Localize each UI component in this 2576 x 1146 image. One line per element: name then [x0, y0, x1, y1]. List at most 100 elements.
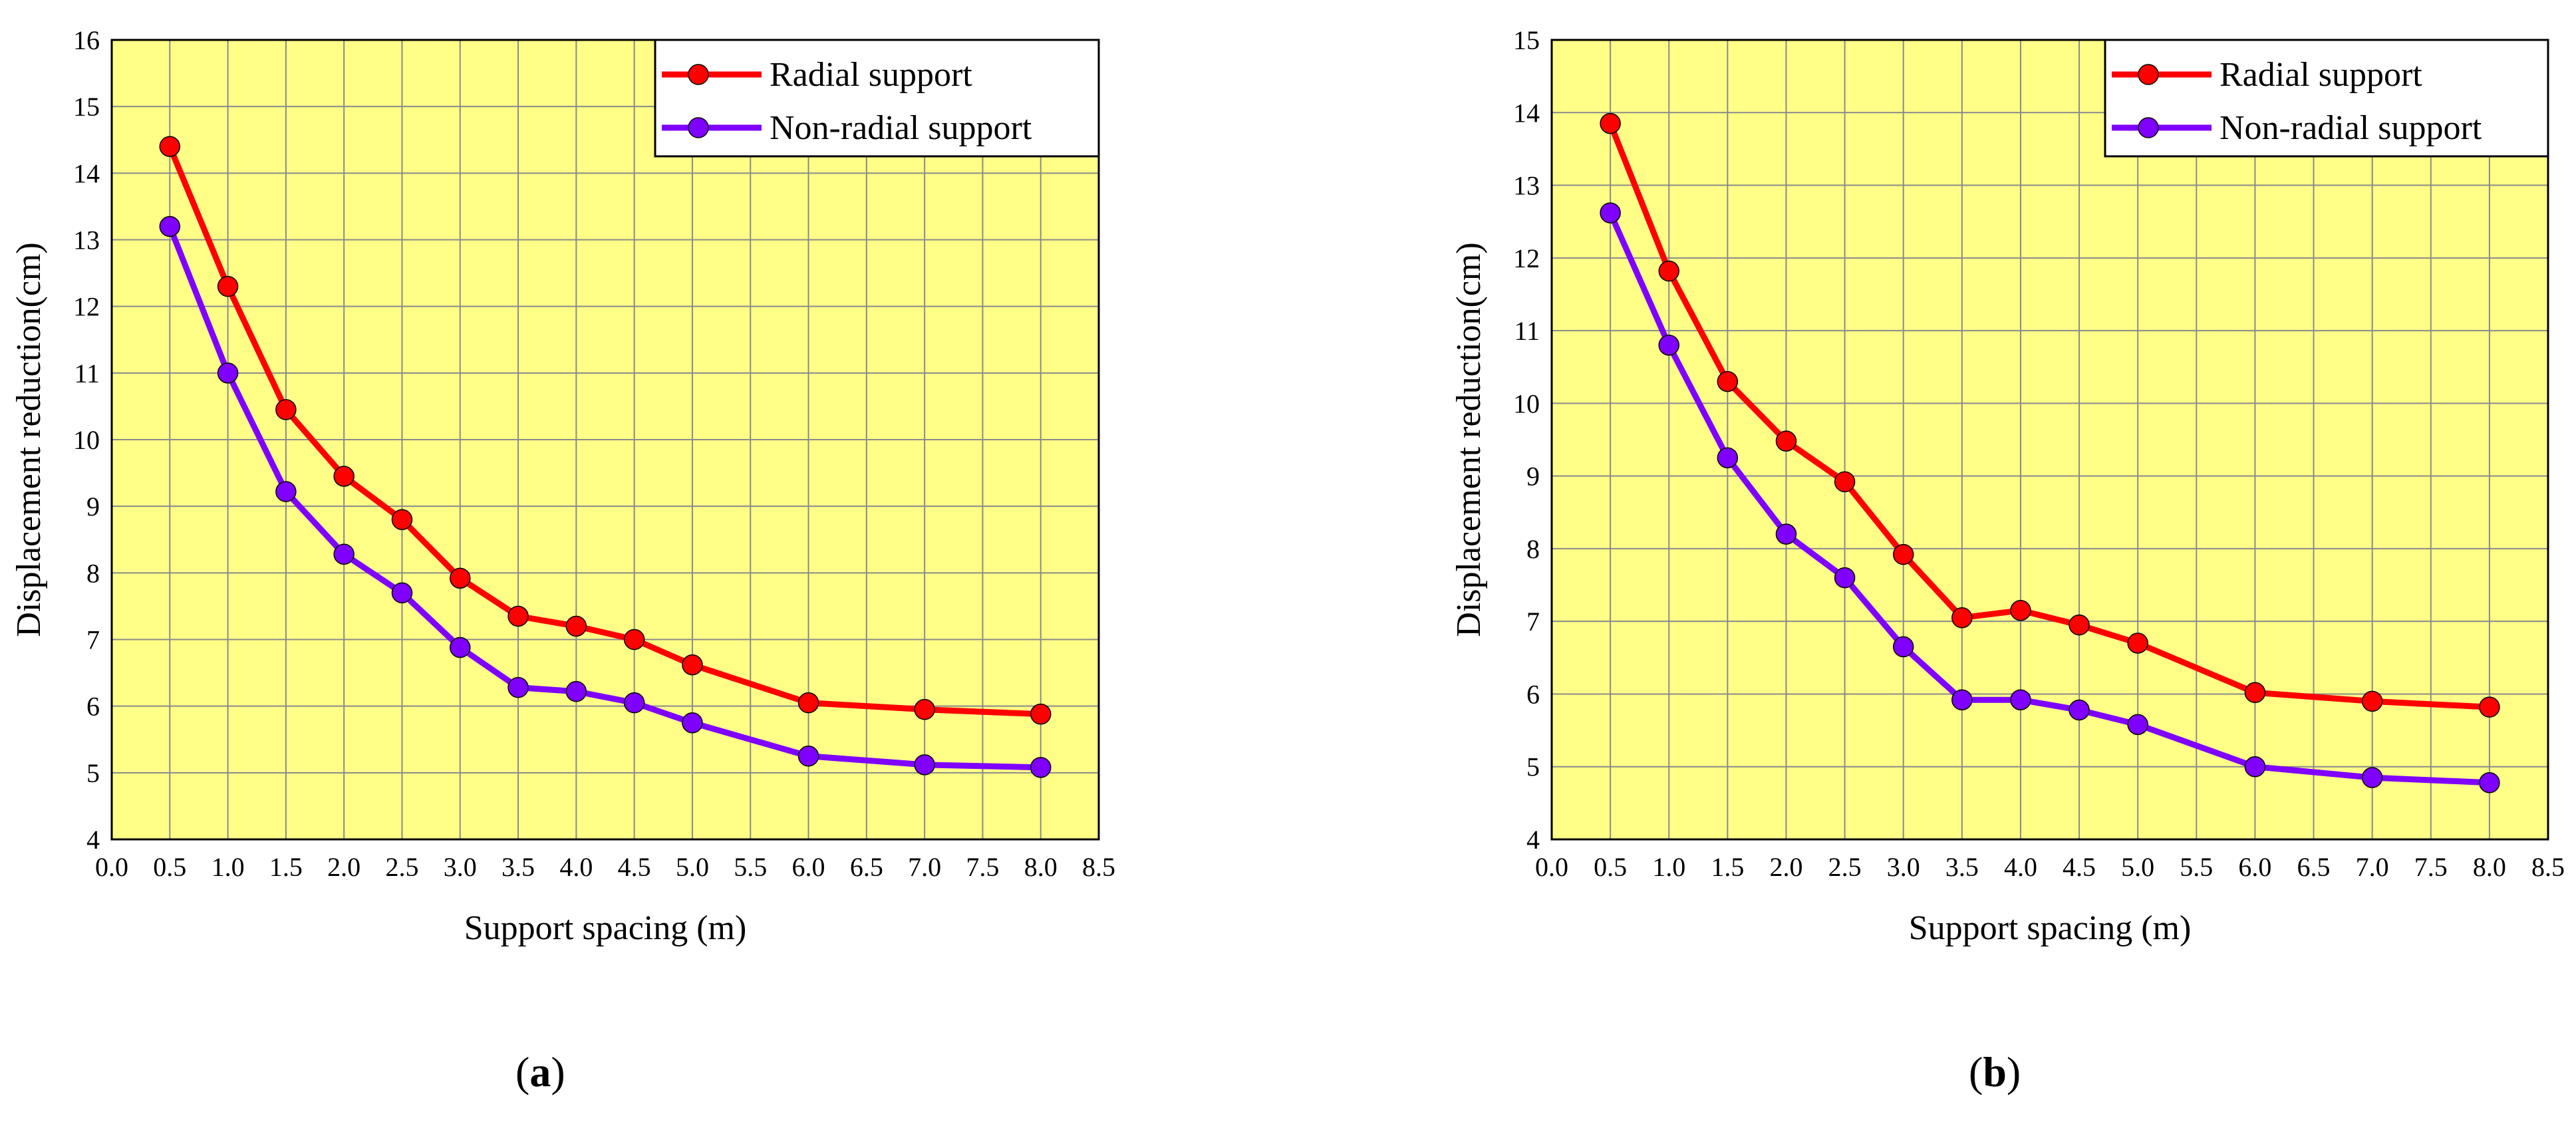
- y-tick-label: 14: [1513, 98, 1540, 128]
- y-axis-label: Displacement reduction(cm): [1450, 242, 1488, 637]
- data-point: [797, 692, 819, 714]
- y-tick-label: 6: [1526, 679, 1540, 709]
- x-tick-label: 1.5: [269, 852, 303, 882]
- data-point: [2479, 696, 2500, 718]
- x-tick-label: 7.0: [908, 852, 941, 882]
- x-tick-label: 3.5: [501, 852, 535, 882]
- x-tick-label: 4.5: [2063, 852, 2096, 882]
- x-tick-label: 3.5: [1945, 852, 1979, 882]
- y-tick-label: 7: [1526, 607, 1540, 637]
- y-tick-label: 7: [86, 625, 100, 655]
- data-point: [450, 567, 471, 589]
- plot-border: [1550, 39, 2549, 841]
- x-tick-label: 8.0: [1024, 852, 1058, 882]
- x-tick-label: 1.5: [1711, 852, 1744, 882]
- y-tick-label: 11: [1514, 316, 1540, 346]
- x-tick-label: 1.0: [212, 852, 245, 882]
- data-point: [682, 654, 703, 676]
- legend-label: Radial support: [770, 56, 972, 94]
- legend-box: [654, 39, 1100, 158]
- legend-marker: [688, 64, 709, 85]
- data-point: [1658, 335, 1679, 356]
- data-point: [391, 582, 413, 604]
- data-point: [2010, 600, 2031, 621]
- y-tick-label: 15: [73, 92, 100, 122]
- data-point: [450, 637, 471, 658]
- data-point: [1951, 607, 1973, 629]
- data-point: [1030, 703, 1052, 725]
- data-point: [217, 362, 239, 384]
- x-tick-label: 1.0: [1652, 852, 1685, 882]
- data-point: [2127, 633, 2148, 654]
- data-point: [2244, 756, 2266, 778]
- data-point: [1600, 112, 1621, 134]
- data-point: [2069, 699, 2090, 721]
- x-tick-label: 7.5: [2414, 852, 2448, 882]
- x-tick-label: 0.0: [95, 852, 128, 882]
- y-tick-label: 15: [1513, 25, 1540, 55]
- y-tick-label: 5: [86, 758, 100, 788]
- panel-label-b-text: b: [1983, 1048, 2007, 1095]
- x-tick-label: 7.5: [966, 852, 999, 882]
- x-tick-label: 8.5: [1082, 852, 1115, 882]
- chart-a: 0.0 0.5 1.0 1.5 2.0 2.5 3.0 3.5 4.0 4.5 5.0 5.5 6.0 6…: [10, 25, 1115, 947]
- data-point: [2479, 772, 2500, 793]
- data-point: [507, 605, 529, 627]
- data-point: [914, 698, 935, 720]
- data-point: [1717, 370, 1739, 392]
- y-tick-label: 5: [1526, 752, 1540, 782]
- data-point: [2244, 682, 2266, 704]
- x-tick-label: 4.0: [559, 852, 593, 882]
- data-point: [159, 136, 181, 158]
- legend-marker: [2138, 64, 2159, 85]
- y-tick-label: 13: [73, 225, 100, 255]
- x-tick-label: 0.5: [1594, 852, 1627, 882]
- y-tick-label: 12: [73, 292, 100, 322]
- data-point: [565, 615, 587, 637]
- data-point: [797, 746, 819, 767]
- legend-label: Radial support: [2219, 56, 2422, 94]
- y-tick-label: 8: [1526, 534, 1540, 564]
- data-point: [1030, 757, 1052, 778]
- data-point: [1834, 471, 1856, 493]
- data-point: [391, 509, 413, 530]
- x-tick-label: 3.0: [444, 852, 477, 882]
- legend-box: [2104, 39, 2549, 158]
- y-tick-label: 8: [86, 558, 100, 588]
- x-tick-label: 6.0: [792, 852, 825, 882]
- x-tick-label: 6.0: [2238, 852, 2271, 882]
- plot-area: [1550, 39, 2549, 841]
- x-tick-label: 7.0: [2356, 852, 2389, 882]
- x-tick-label: 5.0: [2121, 852, 2154, 882]
- data-point: [1775, 523, 1797, 545]
- data-point: [2361, 767, 2383, 788]
- data-point: [914, 754, 935, 776]
- data-point: [2069, 614, 2090, 636]
- data-point: [1892, 543, 1914, 565]
- x-tick-label: 2.5: [1828, 852, 1862, 882]
- y-tick-label: 9: [86, 492, 100, 521]
- y-tick-label: 10: [73, 425, 100, 455]
- x-tick-label: 4.0: [2004, 852, 2037, 882]
- x-tick-label: 3.0: [1887, 852, 1920, 882]
- data-point: [565, 680, 587, 702]
- y-tick-label: 11: [74, 358, 100, 388]
- x-tick-label: 5.5: [734, 852, 767, 882]
- panel-label-a: (a): [515, 1048, 565, 1095]
- data-point: [623, 629, 645, 650]
- x-tick-label: 0.0: [1535, 852, 1568, 882]
- legend-marker: [2138, 117, 2159, 138]
- data-point: [1951, 689, 1973, 710]
- x-tick-label: 5.0: [676, 852, 709, 882]
- data-point: [1892, 636, 1914, 658]
- x-tick-label: 2.0: [1769, 852, 1802, 882]
- legend-marker: [688, 117, 709, 138]
- plot-border: [110, 39, 1100, 841]
- x-tick-label: 8.5: [2531, 852, 2565, 882]
- x-tick-label: 6.5: [850, 852, 883, 882]
- data-point: [1658, 260, 1679, 282]
- panel-label-b: (b): [1969, 1048, 2021, 1095]
- y-tick-label: 10: [1513, 388, 1540, 418]
- legend-label: Non-radial support: [770, 109, 1032, 147]
- data-point: [2361, 690, 2383, 712]
